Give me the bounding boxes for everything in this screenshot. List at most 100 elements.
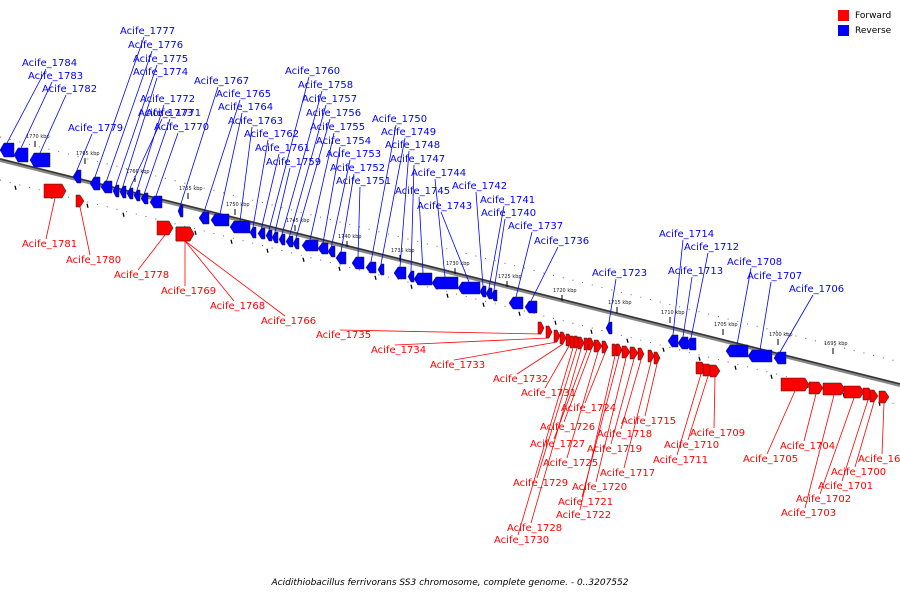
gene-acife-1731-leader	[544, 345, 570, 389]
gene-acife-1722-leader	[579, 355, 616, 511]
gene-acife-1735-label: Acife_1735	[316, 330, 371, 341]
gene-acife-1776-arrow	[100, 180, 113, 194]
gene-acife-1706-arrow	[773, 351, 787, 365]
gene-acife-1718-label: Acife_1718	[597, 429, 652, 440]
gene-acife-1781-leader	[45, 197, 56, 240]
gene-acife-1734-leader	[394, 337, 550, 346]
gene-acife-1709-label: Acife_1709	[690, 428, 745, 439]
gene-acife-1745-label: Acife_1745	[395, 186, 450, 197]
gene-acife-1755-label: Acife_1755	[310, 122, 365, 133]
gene-acife-1755-leader	[309, 132, 335, 241]
gene-acife-1705-arrow	[780, 377, 810, 392]
gene-acife-1782-label: Acife_1782	[42, 84, 97, 95]
gene-acife-1757-label: Acife_1757	[302, 94, 357, 105]
gene-acife-1760-leader	[268, 76, 310, 231]
gene-acife-1720-leader	[595, 357, 627, 483]
gene-acife-1776-leader	[106, 50, 153, 182]
gene-acife-1741-leader	[488, 205, 505, 289]
gene-acife-1700-arrow	[869, 389, 879, 403]
gene-acife-1732-label: Acife_1732	[493, 374, 548, 385]
gene-acife-1759-arrow	[271, 231, 279, 244]
gene-acife-1740-leader	[493, 218, 506, 291]
gene-acife-1780-arrow	[75, 194, 85, 208]
gene-acife-1725-arrow	[593, 339, 603, 353]
minor-tick	[518, 311, 521, 316]
gene-acife-1755-arrow	[301, 239, 319, 252]
gene-acife-1710-label: Acife_1710	[664, 440, 719, 451]
gene-acife-1713-arrow	[677, 336, 689, 350]
gene-acife-1741-arrow	[485, 287, 493, 300]
gene-acife-1702-arrow	[843, 385, 865, 399]
map-caption: Acidithiobacillus ferrivorans SS3 chromo…	[271, 578, 629, 588]
gene-acife-1707-arrow	[747, 349, 773, 363]
scale-tick-label: 1740 kbp	[338, 234, 362, 240]
minor-tick	[662, 347, 665, 352]
gene-acife-1778-label: Acife_1778	[114, 270, 169, 281]
gene-acife-1729-label: Acife_1729	[513, 478, 568, 489]
chromosome-axis-shadow	[0, 158, 900, 387]
gene-acife-1731-label: Acife_1731	[521, 388, 576, 399]
gene-acife-1747-label: Acife_1747	[390, 154, 445, 165]
gene-acife-1715-arrow	[653, 351, 661, 365]
scale-tick-label: 1700 kbp	[769, 332, 793, 338]
gene-acife-1777-leader	[94, 36, 145, 178]
gene-acife-1749-arrow	[377, 263, 385, 276]
gene-acife-1751-leader	[357, 186, 361, 258]
gene-acife-1728-leader	[530, 348, 582, 524]
gene-acife-1708-arrow	[725, 344, 749, 358]
minor-tick	[338, 266, 341, 271]
gene-acife-1763-arrow	[229, 220, 251, 234]
minor-tick	[482, 302, 485, 307]
gene-acife-1770-arrow	[149, 195, 163, 209]
gene-acife-1714-arrow	[667, 334, 679, 348]
gene-acife-1723-leader	[608, 278, 617, 323]
gene-acife-1773-arrow	[126, 187, 134, 200]
gene-acife-1761-label: Acife_1761	[255, 143, 310, 154]
gene-acife-1775-leader	[115, 64, 158, 186]
gene-acife-1708-label: Acife_1708	[727, 257, 782, 268]
gene-acife-1741-label: Acife_1741	[480, 195, 535, 206]
gene-acife-1733-leader	[453, 341, 558, 361]
gene-acife-1699-label: Acife_1699	[858, 454, 900, 465]
gene-acife-1728-arrow	[577, 336, 585, 350]
gene-acife-1737-label: Acife_1737	[508, 221, 563, 232]
gene-acife-1779-label: Acife_1779	[68, 123, 123, 134]
minor-tick	[230, 239, 233, 244]
minor-tick	[770, 374, 773, 379]
minor-tick	[122, 212, 125, 217]
gene-acife-1754-arrow	[317, 242, 329, 255]
gene-acife-1732-leader	[516, 343, 564, 375]
minor-tick	[374, 275, 377, 280]
gene-acife-1742-arrow	[479, 285, 487, 298]
gene-acife-1778-leader	[137, 234, 166, 271]
gene-acife-1753-leader	[331, 159, 351, 247]
gene-acife-1752-label: Acife_1752	[330, 163, 385, 174]
gene-acife-1767-label: Acife_1767	[194, 76, 249, 87]
gene-acife-1771-leader	[144, 118, 171, 194]
gene-acife-1771-arrow	[140, 192, 149, 205]
gene-acife-1749-label: Acife_1749	[381, 127, 436, 138]
gene-acife-1770-leader	[155, 132, 179, 197]
gene-acife-1776-label: Acife_1776	[128, 40, 183, 51]
gene-acife-1752-arrow	[335, 251, 347, 265]
gene-acife-1774-arrow	[119, 185, 127, 199]
reverse-swatch	[838, 25, 849, 36]
gene-acife-1740-label: Acife_1740	[481, 208, 536, 219]
gene-acife-1722-label: Acife_1722	[556, 510, 611, 521]
gene-acife-1701-label: Acife_1701	[818, 481, 873, 492]
gene-acife-1742-label: Acife_1742	[452, 181, 507, 192]
gene-acife-1780-leader	[79, 206, 91, 256]
gene-acife-1723-arrow	[605, 321, 613, 335]
minor-tick	[734, 365, 737, 370]
gene-acife-1748-label: Acife_1748	[385, 140, 440, 151]
gene-acife-1715-label: Acife_1715	[621, 416, 676, 427]
scale-tick-label: 1695 kbp	[824, 341, 848, 347]
gene-acife-1784-label: Acife_1784	[22, 58, 77, 69]
gene-acife-1721-label: Acife_1721	[558, 497, 613, 508]
legend-forward: Forward	[838, 8, 891, 23]
gene-acife-1772-label: Acife_1772	[140, 94, 195, 105]
gene-acife-1753-label: Acife_1753	[326, 149, 381, 160]
gene-acife-1765-leader	[203, 99, 241, 213]
gene-acife-1704-leader	[803, 393, 817, 442]
